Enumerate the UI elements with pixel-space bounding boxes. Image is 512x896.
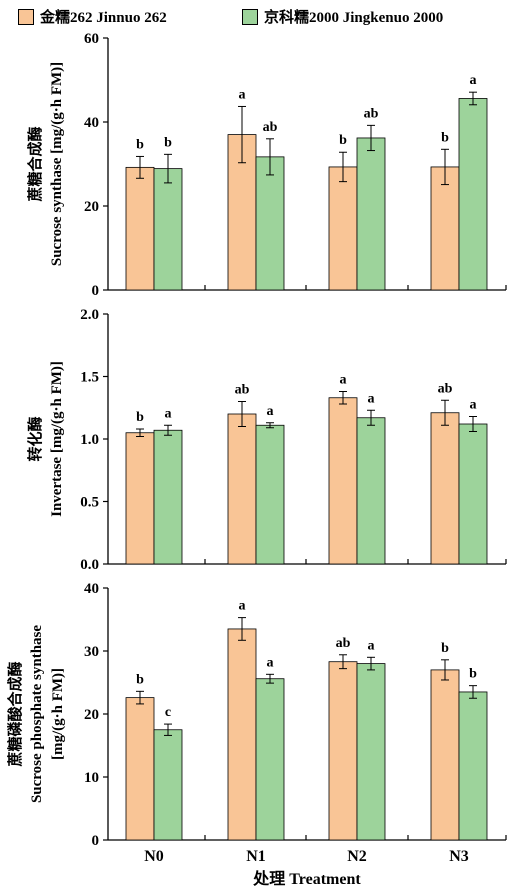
bar [328, 397, 358, 565]
bar [125, 432, 155, 565]
significance-letter: c [165, 705, 171, 720]
y-tick-label: 0.0 [80, 557, 99, 573]
bar [356, 417, 386, 565]
significance-letter: a [239, 599, 246, 614]
legend: 金糯262 Jinnuo 262 京科糯2000 Jingkenuo 2000 [8, 2, 508, 28]
significance-letter: b [339, 133, 347, 148]
bar [125, 697, 155, 841]
significance-letter: a [239, 87, 246, 102]
significance-letter: a [470, 73, 477, 88]
bar [356, 137, 386, 291]
legend-swatch-jingkenuo [242, 8, 258, 25]
significance-letter: b [164, 135, 172, 150]
y-axis-label-en: Sucrose phosphate synthase [29, 625, 45, 803]
bar [255, 424, 285, 565]
y-tick-label: 0 [92, 833, 100, 849]
legend-label-jinnuo: 金糯262 Jinnuo 262 [40, 10, 167, 26]
significance-letter: b [441, 130, 449, 145]
bar [153, 168, 183, 291]
y-axis-label-en: Invertase [mg/(g·h FM)] [49, 361, 65, 517]
y-tick-label: 0 [92, 283, 100, 299]
y-tick-label: 0.5 [80, 495, 99, 511]
y-tick-label: 20 [84, 199, 99, 215]
y-tick-label: 20 [84, 707, 99, 723]
y-tick-label: 2.0 [80, 307, 99, 323]
y-axis-label-en-units: [mg/(g·h FM)] [50, 668, 66, 760]
y-tick-label: 10 [84, 770, 99, 786]
bar [227, 413, 257, 565]
legend-item-jingkenuo: 京科糯2000 Jingkenuo 2000 [242, 6, 443, 27]
y-axis-label-en: Sucrose synthase [mg/(g·h FM)] [49, 62, 65, 266]
bar [430, 669, 460, 841]
x-tick-label: N3 [449, 848, 469, 865]
significance-letter: b [136, 672, 144, 687]
significance-letter: a [368, 638, 375, 653]
x-tick-label: N2 [347, 848, 367, 865]
bar [458, 98, 488, 291]
y-tick-label: 60 [84, 31, 99, 47]
bar [430, 166, 460, 291]
y-axis-label-cn: 蔗糖磷酸合成酶 [6, 661, 24, 767]
bar [328, 661, 358, 841]
legend-item-jinnuo: 金糯262 Jinnuo 262 [18, 6, 167, 27]
y-tick-label: 30 [84, 644, 99, 660]
x-tick-label: N1 [246, 848, 266, 865]
y-axis-label-cn: 蔗糖合成酶 [26, 126, 44, 202]
significance-letter: a [165, 406, 172, 421]
bar [255, 678, 285, 841]
bar [356, 663, 386, 841]
x-tick-label: N0 [144, 848, 164, 865]
bar [458, 691, 488, 841]
bar [153, 729, 183, 841]
x-axis-label: 处理 Treatment [252, 869, 361, 888]
significance-letter: ab [235, 383, 250, 398]
significance-letter: a [267, 404, 274, 419]
y-tick-label: 1.5 [80, 370, 99, 386]
legend-swatch-jinnuo [18, 8, 34, 25]
y-tick-label: 40 [84, 581, 99, 597]
significance-letter: a [470, 398, 477, 413]
significance-letter: a [340, 373, 347, 388]
significance-letter: ab [364, 106, 379, 121]
bar [255, 156, 285, 291]
significance-letter: b [136, 137, 144, 152]
bar [227, 628, 257, 841]
bar [328, 166, 358, 291]
significance-letter: b [441, 641, 449, 656]
significance-letter: ab [263, 120, 278, 135]
bar [153, 429, 183, 565]
bar [430, 412, 460, 565]
significance-letter: ab [438, 381, 453, 396]
y-tick-label: 1.0 [80, 432, 99, 448]
significance-letter: ab [336, 636, 351, 651]
legend-label-jingkenuo: 京科糯2000 Jingkenuo 2000 [264, 10, 444, 26]
bar [458, 423, 488, 565]
significance-letter: b [136, 410, 144, 425]
significance-letter: a [267, 655, 274, 670]
y-axis-label-cn: 转化酶 [26, 416, 44, 461]
significance-letter: b [469, 667, 477, 682]
significance-letter: a [368, 391, 375, 406]
y-tick-label: 40 [84, 115, 99, 131]
bar [125, 166, 155, 291]
